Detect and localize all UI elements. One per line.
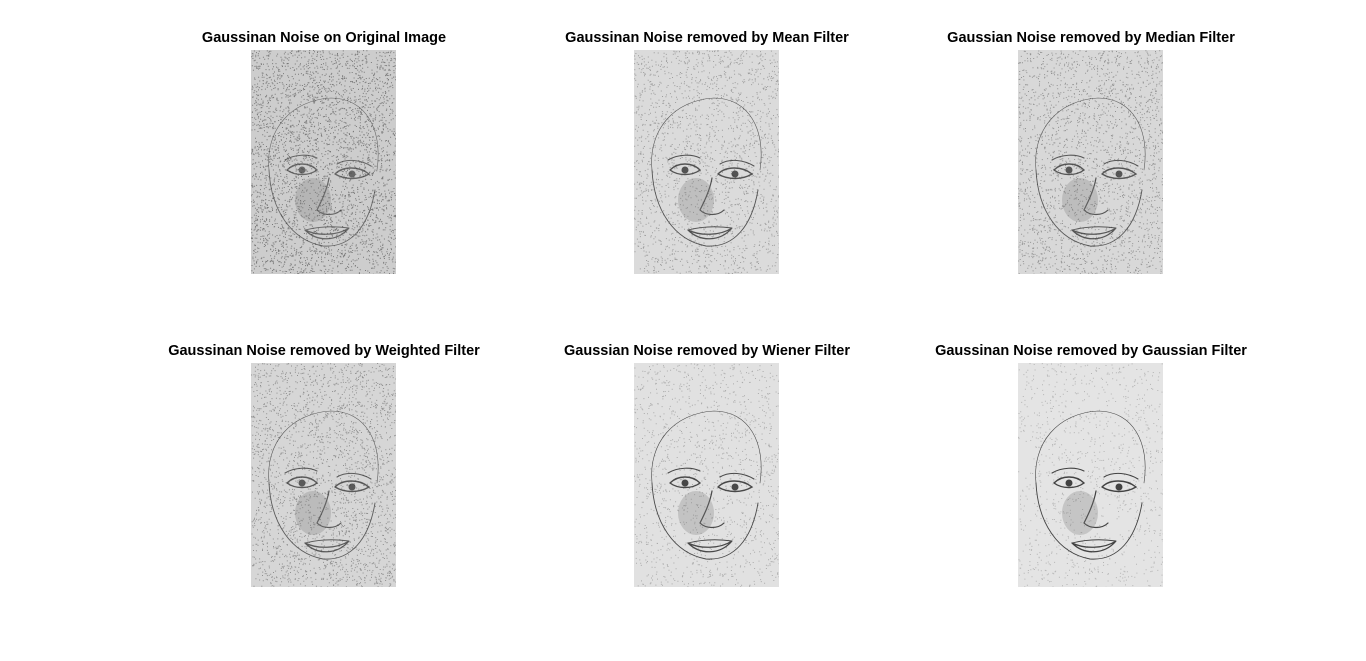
sketch-image: [251, 50, 396, 274]
panel-title: Gaussinan Noise removed by Mean Filter: [565, 30, 849, 46]
sketch-image: [634, 50, 779, 274]
panel-image: [634, 50, 779, 274]
panel-image: [251, 363, 396, 587]
panel-title: Gaussian Noise removed by Wiener Filter: [564, 343, 850, 359]
panel-title: Gaussinan Noise removed by Gaussian Filt…: [935, 343, 1247, 359]
sketch-image: [1018, 363, 1163, 587]
sketch-image: [251, 363, 396, 587]
panel-image: [1018, 363, 1163, 587]
panel-image: [251, 50, 396, 274]
panel-title: Gaussinan Noise on Original Image: [201, 30, 447, 46]
sketch-image: [1018, 50, 1163, 274]
panel-image: [634, 363, 779, 587]
panel-title: Gaussian Noise removed by Median Filter: [947, 30, 1235, 46]
panel-image: [1018, 50, 1163, 274]
sketch-image: [634, 363, 779, 587]
panel-title: Gaussinan Noise removed by Weighted Filt…: [168, 343, 480, 359]
